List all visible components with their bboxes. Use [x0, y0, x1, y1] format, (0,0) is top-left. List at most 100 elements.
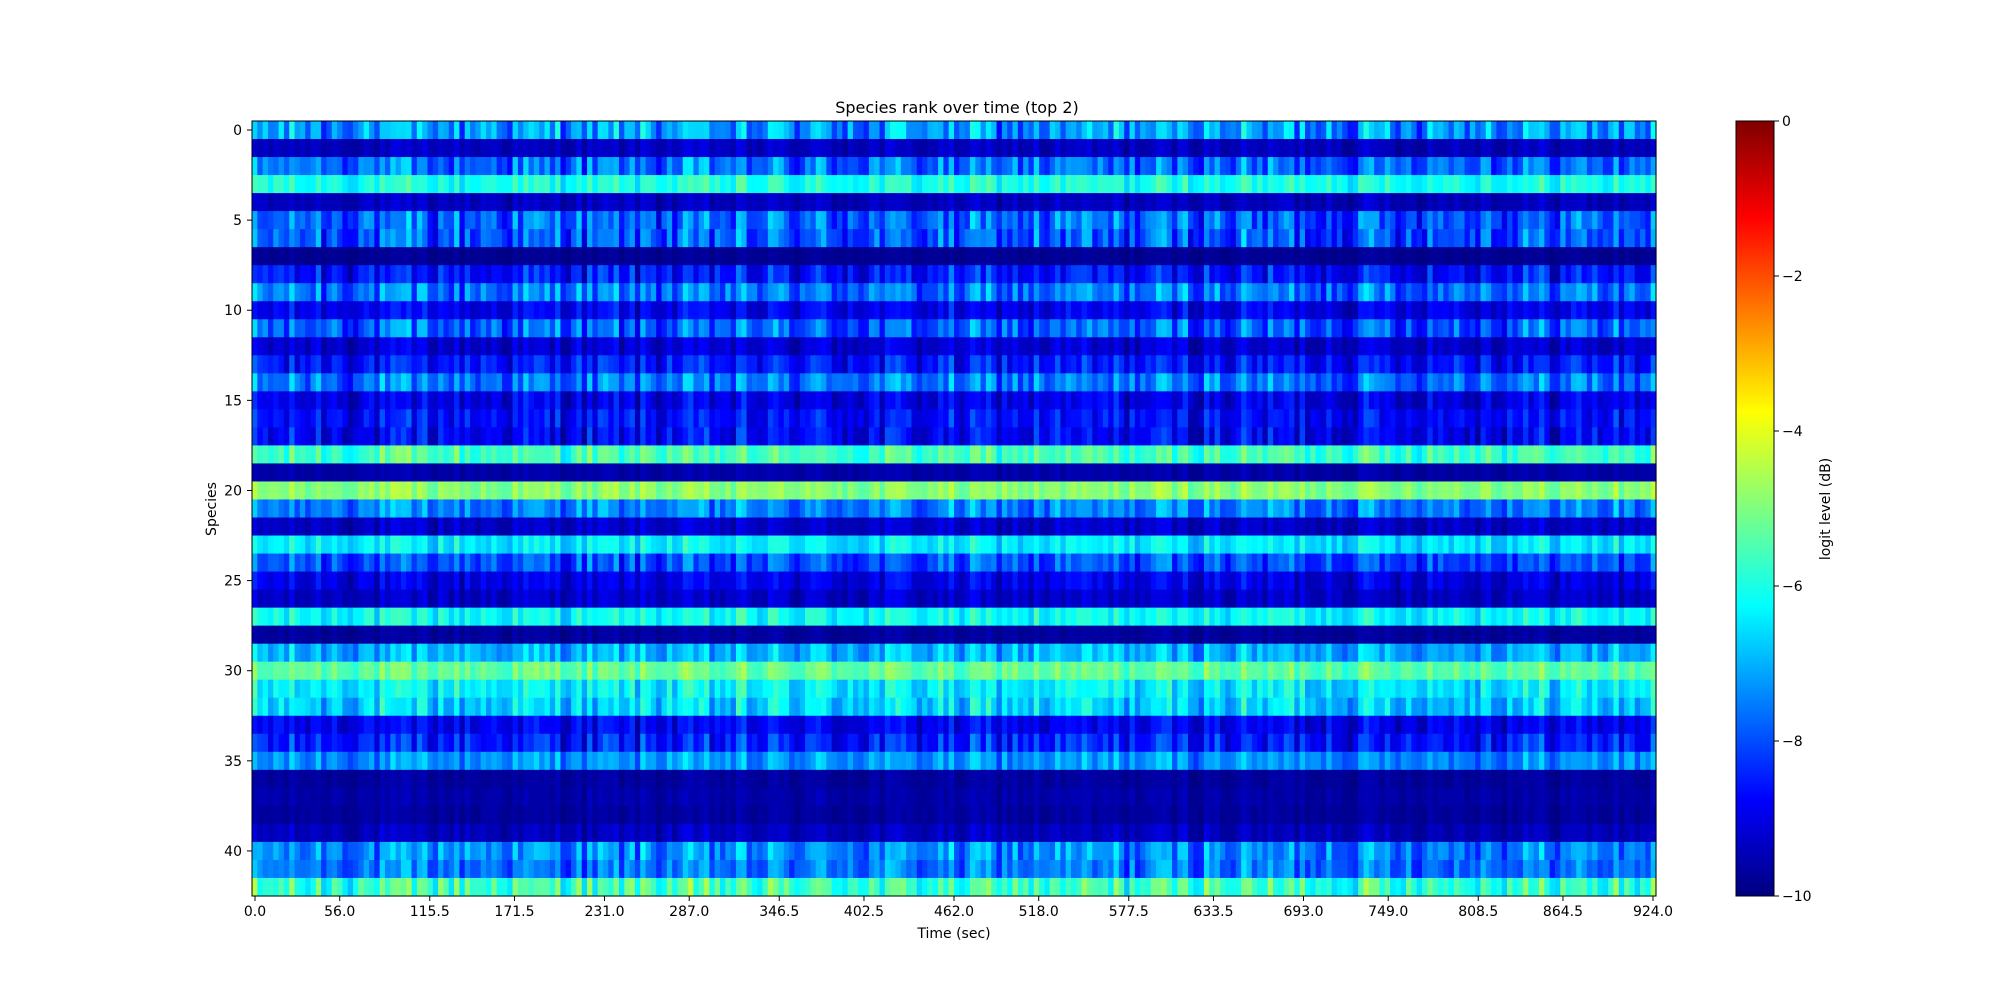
- heatmap-cell: [842, 229, 849, 248]
- heatmap-cell: [1496, 193, 1503, 212]
- heatmap-cell: [363, 265, 370, 284]
- heatmap-cell: [252, 139, 258, 158]
- heatmap-cell: [1182, 265, 1189, 284]
- heatmap-cell: [1379, 301, 1386, 320]
- heatmap-cell: [799, 193, 806, 212]
- heatmap-cell: [1544, 427, 1551, 447]
- heatmap-cell: [454, 175, 461, 194]
- heatmap-cell: [1203, 139, 1210, 158]
- heatmap-cell: [1352, 373, 1359, 392]
- heatmap-cell: [1230, 193, 1237, 212]
- heatmap-cell: [438, 211, 445, 230]
- heatmap-cell: [1092, 265, 1099, 284]
- heatmap-cell: [374, 265, 381, 284]
- heatmap-cell: [501, 193, 508, 212]
- heatmap-cell: [1203, 427, 1210, 447]
- heatmap-cell: [991, 157, 998, 176]
- heatmap-cell: [587, 121, 593, 140]
- heatmap-cell: [406, 139, 413, 158]
- heatmap-cell: [1485, 229, 1492, 248]
- heatmap-cell: [1549, 247, 1556, 266]
- heatmap-cell: [1320, 373, 1327, 392]
- heatmap-cell: [746, 355, 753, 374]
- heatmap-cell: [1172, 229, 1178, 248]
- heatmap-cell: [496, 409, 503, 428]
- heatmap-cell: [1347, 337, 1354, 356]
- heatmap-cell: [438, 319, 445, 338]
- heatmap-cell: [682, 211, 689, 230]
- heatmap-cell: [1645, 229, 1652, 248]
- heatmap-cell: [842, 373, 849, 392]
- heatmap-cell: [1033, 391, 1040, 410]
- heatmap-cell: [411, 229, 418, 248]
- heatmap-cell: [1374, 229, 1381, 248]
- heatmap-cell: [496, 319, 503, 338]
- heatmap-cell: [1517, 427, 1524, 447]
- heatmap-cell: [1267, 319, 1274, 338]
- heatmap-cell: [475, 319, 482, 338]
- heatmap-cell: [1235, 427, 1242, 447]
- heatmap-cell: [1182, 355, 1189, 374]
- heatmap-cell: [342, 355, 349, 374]
- heatmap-cell: [565, 373, 572, 392]
- heatmap-cell: [735, 157, 742, 176]
- heatmap-cell: [789, 121, 796, 140]
- heatmap-cell: [1624, 193, 1631, 212]
- heatmap-cell: [1124, 139, 1131, 158]
- heatmap-cell: [448, 409, 455, 428]
- heatmap-cell: [507, 157, 514, 176]
- heatmap-cell: [1320, 445, 1327, 465]
- heatmap-cell: [597, 211, 604, 230]
- heatmap-cell: [1230, 121, 1237, 140]
- heatmap-cell: [603, 391, 609, 410]
- heatmap-cell: [789, 319, 796, 338]
- heatmap-cell: [1448, 355, 1455, 374]
- heatmap-cell: [273, 139, 280, 158]
- heatmap-cell: [868, 211, 875, 230]
- heatmap-cell: [1491, 121, 1498, 140]
- heatmap-cell: [1219, 445, 1226, 465]
- heatmap-cell: [1565, 157, 1572, 176]
- heatmap-cell: [821, 157, 827, 176]
- heatmap-cell: [874, 337, 881, 356]
- heatmap-cell: [975, 301, 982, 320]
- heatmap-cell: [1576, 427, 1583, 447]
- heatmap-cell: [1544, 211, 1551, 230]
- heatmap-cell: [1507, 265, 1514, 284]
- heatmap-cell: [730, 247, 737, 266]
- heatmap-cell: [1145, 265, 1152, 284]
- heatmap-cell: [1044, 247, 1051, 266]
- heatmap-cell: [1624, 319, 1631, 338]
- heatmap-cell: [858, 355, 865, 374]
- heatmap-cell: [369, 391, 375, 410]
- heatmap-cell: [1586, 229, 1593, 248]
- heatmap-cell: [512, 121, 519, 140]
- heatmap-cell: [321, 247, 328, 266]
- heatmap-cell: [1464, 247, 1471, 266]
- heatmap-cell: [507, 445, 514, 465]
- heatmap-cell: [539, 427, 546, 447]
- heatmap-cell: [1416, 409, 1423, 428]
- heatmap-cell: [1422, 427, 1428, 447]
- heatmap-cell: [746, 283, 753, 302]
- heatmap-cell: [805, 391, 812, 410]
- heatmap-cell: [640, 193, 647, 212]
- heatmap-cell: [815, 427, 822, 447]
- heatmap-cell: [911, 301, 918, 320]
- heatmap-cell: [1406, 175, 1412, 194]
- heatmap-cell: [1193, 391, 1200, 410]
- heatmap-cell: [842, 391, 849, 410]
- heatmap-cell: [406, 355, 413, 374]
- heatmap-cell: [1586, 265, 1593, 284]
- heatmap-cell: [299, 319, 306, 338]
- heatmap-cell: [1539, 427, 1545, 447]
- heatmap-cell: [1469, 121, 1476, 140]
- heatmap-cell: [283, 283, 290, 302]
- heatmap-cell: [464, 139, 471, 158]
- heatmap-cell: [1512, 391, 1519, 410]
- heatmap-cell: [565, 445, 572, 465]
- heatmap-cell: [1108, 211, 1115, 230]
- heatmap-cell: [1342, 409, 1349, 428]
- heatmap-cell: [592, 175, 599, 194]
- heatmap-cell: [916, 283, 923, 302]
